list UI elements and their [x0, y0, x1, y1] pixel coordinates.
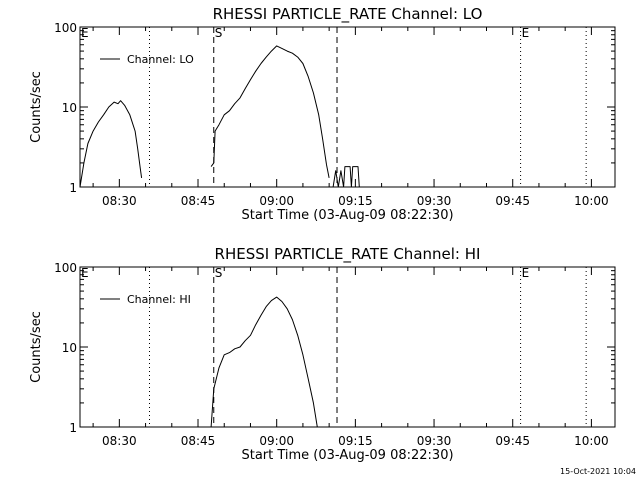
series-line	[210, 296, 318, 428]
x-tick-label: 09:15	[338, 194, 373, 208]
legend-label: Channel: HI	[127, 293, 191, 306]
x-tick-label: 09:00	[259, 194, 294, 208]
x-tick-label: 08:30	[102, 434, 137, 448]
marker-label: S	[215, 26, 223, 40]
x-tick-label: 10:00	[574, 434, 609, 448]
chart-title: RHESSI PARTICLE_RATE Channel: HI	[215, 245, 481, 264]
x-tick-label: 09:30	[417, 434, 452, 448]
chart-title: RHESSI PARTICLE_RATE Channel: LO	[213, 5, 483, 24]
series-line	[79, 100, 143, 188]
y-axis-label: Counts/sec	[29, 71, 44, 143]
y-tick-label: 10	[62, 341, 77, 355]
y-tick-label: 100	[54, 261, 77, 275]
y-axis-label: Counts/sec	[29, 311, 44, 383]
x-tick-label: 09:00	[259, 434, 294, 448]
marker-label: S	[215, 266, 223, 280]
y-tick-label: 100	[54, 21, 77, 35]
marker-label: E	[522, 266, 530, 280]
x-tick-label: 10:00	[574, 194, 609, 208]
x-tick-label: 08:45	[181, 194, 216, 208]
marker-label: E	[81, 26, 89, 40]
x-tick-label: 09:30	[417, 194, 452, 208]
timestamp-label: 15-Oct-2021 10:04	[560, 467, 636, 476]
x-axis-label: Start Time (03-Aug-09 08:22:30)	[241, 208, 453, 223]
series-line	[210, 45, 330, 178]
x-tick-label: 08:30	[102, 194, 137, 208]
x-tick-label: 08:45	[181, 434, 216, 448]
y-tick-label: 10	[62, 101, 77, 115]
x-axis-label: Start Time (03-Aug-09 08:22:30)	[241, 448, 453, 463]
x-tick-label: 09:45	[495, 434, 530, 448]
y-tick-label: 1	[69, 181, 77, 195]
series-line	[332, 166, 360, 188]
marker-label: E	[81, 266, 89, 280]
legend-label: Channel: LO	[127, 53, 194, 66]
plot-frame	[79, 26, 616, 188]
plot-frame	[79, 266, 616, 428]
x-tick-label: 09:15	[338, 434, 373, 448]
marker-label: E	[522, 26, 530, 40]
y-tick-label: 1	[69, 421, 77, 435]
x-tick-label: 09:45	[495, 194, 530, 208]
